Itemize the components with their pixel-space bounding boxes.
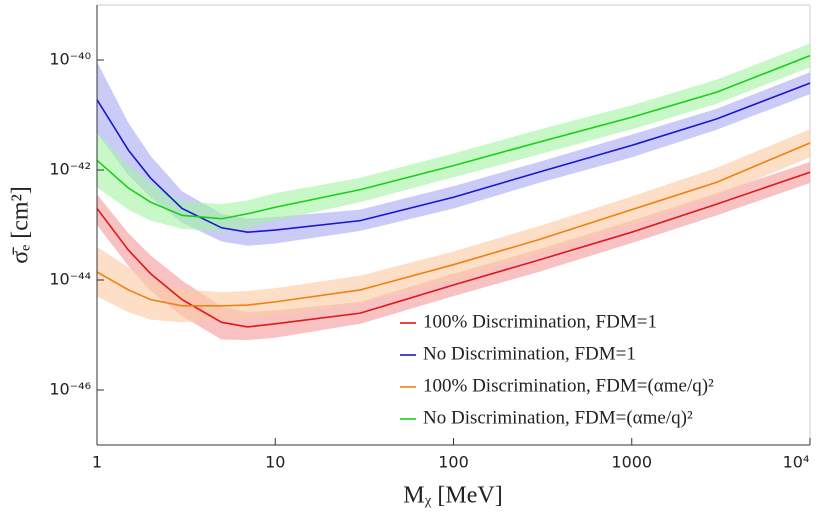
y-tick-label: 10⁻⁴⁰ bbox=[49, 50, 91, 69]
series-line bbox=[96, 142, 811, 307]
legend-label: No Discrimination, FDM=1 bbox=[423, 343, 636, 364]
y-tick-label: 10⁻⁴² bbox=[49, 160, 91, 179]
x-tick-label: 10⁴ bbox=[783, 453, 810, 472]
legend-label: 100% Discrimination, FDM=1 bbox=[423, 311, 657, 332]
x-tick-label: 1 bbox=[92, 453, 102, 472]
x-axis-label: Mᵪ [MeV] bbox=[403, 483, 502, 509]
legend-label: 100% Discrimination, FDM=(αme/q)² bbox=[423, 375, 714, 396]
band bbox=[97, 43, 810, 232]
y-tick-label: 10⁻⁴⁴ bbox=[49, 270, 91, 289]
series-line bbox=[96, 82, 811, 233]
series-line bbox=[96, 54, 811, 220]
legend-label: No Discrimination, FDM=(αme/q)² bbox=[423, 407, 693, 428]
y-tick-label: 10⁻⁴⁶ bbox=[49, 380, 91, 399]
series-line bbox=[96, 171, 811, 328]
y-axis-label: σ̄ₑ [cm²] bbox=[8, 186, 34, 264]
x-tick-label: 10 bbox=[265, 453, 285, 472]
x-tick-label: 100 bbox=[438, 453, 469, 472]
x-tick-label: 1000 bbox=[611, 453, 652, 472]
